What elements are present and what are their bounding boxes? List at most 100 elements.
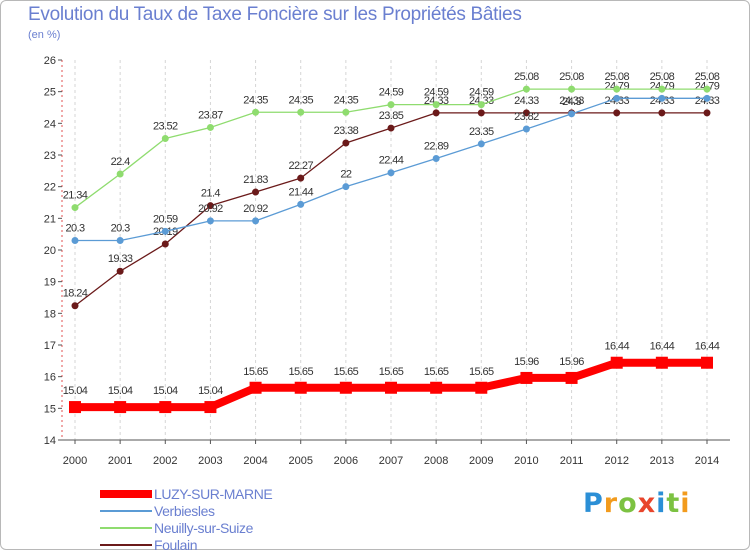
point-neuilly-sur-suize-2002	[161, 135, 169, 143]
point-neuilly-sur-suize-2005	[297, 108, 305, 116]
x-tick-label-2001: 2001	[108, 455, 132, 467]
point-verbiesles-2011	[568, 110, 576, 118]
x-tick-label-2009: 2009	[469, 455, 493, 467]
data-label-foulain-2008: 24.33	[424, 95, 449, 107]
legend-label-verbiesles: Verbiesles	[154, 502, 215, 519]
point-verbiesles-2004	[252, 217, 260, 225]
data-label-foulain-2003: 21.4	[201, 188, 220, 200]
point-foulain-2000	[71, 302, 79, 310]
y-tick-label-25: 25	[44, 87, 56, 99]
data-label-neuilly-sur-suize-2002: 23.52	[153, 121, 178, 133]
point-verbiesles-2010	[522, 125, 530, 133]
legend-swatch-verbiesles	[100, 509, 152, 512]
logo-letter: o	[618, 488, 638, 519]
x-tick-label-2012: 2012	[604, 455, 628, 467]
point-luzy-sur-marne-2007	[385, 381, 397, 394]
x-tick-label-2007: 2007	[379, 455, 403, 467]
data-label-luzy-sur-marne-2011: 15.96	[559, 356, 584, 368]
data-label-verbiesles-2001: 20.3	[111, 223, 130, 235]
logo-letter: P	[583, 488, 604, 519]
data-label-foulain-2004: 21.83	[243, 174, 268, 186]
x-tick-label-2010: 2010	[514, 455, 538, 467]
point-neuilly-sur-suize-2009	[477, 101, 485, 109]
data-label-neuilly-sur-suize-2006: 24.35	[334, 94, 359, 106]
point-verbiesles-2002	[161, 227, 169, 235]
point-verbiesles-2003	[206, 217, 214, 225]
logo-letter: i	[656, 488, 667, 519]
y-tick-label-15: 15	[44, 403, 56, 415]
point-verbiesles-2000	[71, 237, 79, 244]
point-foulain-2005	[297, 174, 305, 182]
point-neuilly-sur-suize-2001	[116, 170, 124, 178]
data-label-luzy-sur-marne-2006: 15.65	[334, 366, 359, 378]
point-luzy-sur-marne-2004	[249, 381, 262, 394]
point-verbiesles-2007	[387, 169, 395, 177]
x-tick-label-2004: 2004	[243, 455, 267, 467]
point-foulain-2009	[477, 109, 485, 117]
data-label-luzy-sur-marne-2008: 15.65	[424, 366, 449, 378]
point-luzy-sur-marne-2012	[610, 356, 623, 369]
logo-letter: r	[603, 488, 619, 519]
data-label-neuilly-sur-suize-2014: 25.08	[695, 71, 720, 83]
point-verbiesles-2006	[342, 183, 350, 191]
data-label-luzy-sur-marne-2014: 16.44	[695, 341, 720, 353]
x-tick-label-2002: 2002	[153, 455, 177, 467]
data-label-luzy-sur-marne-2013: 16.44	[650, 341, 675, 353]
point-foulain-2007	[387, 124, 395, 132]
y-tick-label-19: 19	[44, 277, 56, 289]
data-label-verbiesles-2002: 20.59	[153, 213, 178, 225]
data-label-luzy-sur-marne-2007: 15.65	[379, 366, 404, 378]
x-tick-label-2013: 2013	[650, 455, 674, 467]
proxiti-logo: Proxiti	[583, 488, 691, 519]
data-label-neuilly-sur-suize-2012: 25.08	[604, 71, 629, 83]
data-label-verbiesles-2005: 21.44	[288, 186, 313, 198]
point-verbiesles-2008	[432, 154, 440, 162]
chart-title: Evolution du Taux de Taxe Foncière sur l…	[28, 4, 522, 25]
data-label-verbiesles-2004: 20.92	[243, 203, 268, 215]
data-label-neuilly-sur-suize-2001: 22.4	[111, 156, 130, 168]
data-label-foulain-2009: 24.33	[469, 95, 494, 107]
point-luzy-sur-marne-2003	[204, 401, 217, 414]
point-luzy-sur-marne-2006	[339, 381, 352, 394]
point-verbiesles-2012	[613, 94, 621, 102]
x-tick-label-2011: 2011	[560, 455, 584, 467]
point-foulain-2001	[116, 267, 124, 275]
point-luzy-sur-marne-2000	[69, 401, 81, 414]
data-label-luzy-sur-marne-2004: 15.65	[243, 366, 268, 378]
y-tick-label-23: 23	[44, 150, 56, 162]
data-label-neuilly-sur-suize-2000: 21.34	[63, 190, 88, 202]
x-tick-label-2003: 2003	[198, 455, 222, 467]
data-label-foulain-2006: 23.38	[334, 125, 359, 137]
point-verbiesles-2009	[477, 140, 485, 148]
point-neuilly-sur-suize-2007	[387, 101, 395, 109]
data-label-verbiesles-2006: 22	[340, 169, 352, 181]
point-luzy-sur-marne-2011	[565, 371, 578, 384]
data-label-foulain-2007: 23.85	[379, 110, 404, 122]
point-neuilly-sur-suize-2003	[206, 123, 214, 131]
data-label-verbiesles-2011: 24.3	[562, 96, 581, 108]
y-axis-unit-label: (en %)	[28, 29, 61, 41]
point-foulain-2014	[703, 109, 711, 117]
point-neuilly-sur-suize-2012	[613, 85, 621, 93]
point-neuilly-sur-suize-2014	[703, 85, 711, 93]
data-label-luzy-sur-marne-2009: 15.65	[469, 366, 494, 378]
data-label-luzy-sur-marne-2000: 15.04	[63, 385, 88, 397]
data-label-luzy-sur-marne-2012: 16.44	[604, 341, 629, 353]
point-luzy-sur-marne-2001	[114, 401, 127, 414]
point-neuilly-sur-suize-2000	[71, 204, 79, 212]
y-tick-label-22: 22	[44, 182, 56, 194]
data-label-foulain-2001: 19.33	[108, 253, 133, 265]
data-label-luzy-sur-marne-2003: 15.04	[198, 385, 223, 397]
y-tick-label-21: 21	[44, 213, 56, 225]
data-label-verbiesles-2003: 20.92	[198, 203, 223, 215]
data-label-verbiesles-2008: 22.89	[424, 140, 449, 152]
data-label-neuilly-sur-suize-2010: 25.08	[514, 71, 539, 83]
y-tick-label-18: 18	[44, 308, 56, 320]
y-tick-label-16: 16	[44, 372, 56, 384]
x-tick-label-2014: 2014	[695, 455, 719, 467]
y-tick-label-17: 17	[44, 340, 56, 352]
data-label-luzy-sur-marne-2001: 15.04	[108, 385, 133, 397]
data-label-verbiesles-2010: 23.82	[514, 111, 539, 123]
logo-letter: x	[637, 488, 657, 519]
point-neuilly-sur-suize-2004	[252, 108, 260, 116]
